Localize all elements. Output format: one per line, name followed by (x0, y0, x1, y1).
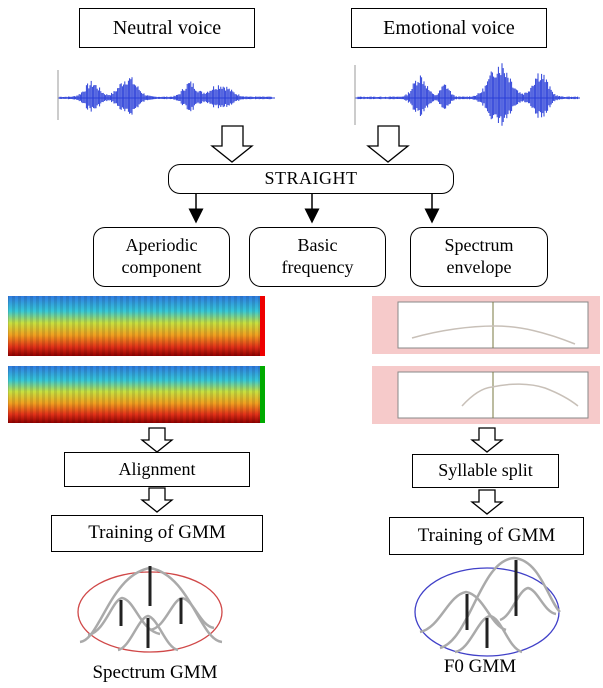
spectrum-envelope-box: Spectrum envelope (410, 227, 548, 287)
aperiodic-component-box: Aperiodic component (93, 227, 230, 287)
syllable-split-box: Syllable split (412, 454, 559, 488)
straight-box: STRAIGHT (168, 164, 454, 194)
basic-frequency-label: Basic frequency (281, 235, 354, 277)
f0-gmm-label: F0 GMM (443, 656, 517, 677)
hollow-arrow-to-syllable (470, 427, 504, 453)
f0-plot-emotional (372, 366, 600, 424)
spectrogram-emotional (8, 366, 265, 423)
hollow-arrow-to-gmm-left (140, 487, 174, 513)
basic-frequency-box: Basic frequency (249, 227, 386, 287)
alignment-box: Alignment (64, 452, 250, 487)
emotional-voice-box: Emotional voice (351, 8, 547, 48)
aperiodic-component-label: Aperiodic component (121, 235, 202, 277)
straight-branch-arrows (188, 194, 440, 224)
training-gmm-left-box: Training of GMM (51, 515, 263, 552)
hollow-arrow-to-gmm-right (470, 489, 504, 515)
neutral-waveform (57, 70, 275, 120)
spectrogram-neutral (8, 296, 265, 356)
emotional-waveform (354, 63, 580, 126)
spectrum-gmm-label: Spectrum GMM (92, 662, 218, 683)
training-gmm-right-box: Training of GMM (389, 517, 584, 555)
hollow-arrow-neutral (210, 125, 254, 163)
f0-gmm-illustration (414, 556, 561, 657)
neutral-voice-box: Neutral voice (79, 8, 255, 48)
spectrum-gmm-illustration (77, 566, 223, 653)
f0-plot-neutral (372, 296, 600, 354)
hollow-arrow-to-alignment (140, 427, 174, 453)
hollow-arrow-emotional (366, 125, 410, 163)
spectrum-envelope-label: Spectrum envelope (444, 235, 514, 277)
